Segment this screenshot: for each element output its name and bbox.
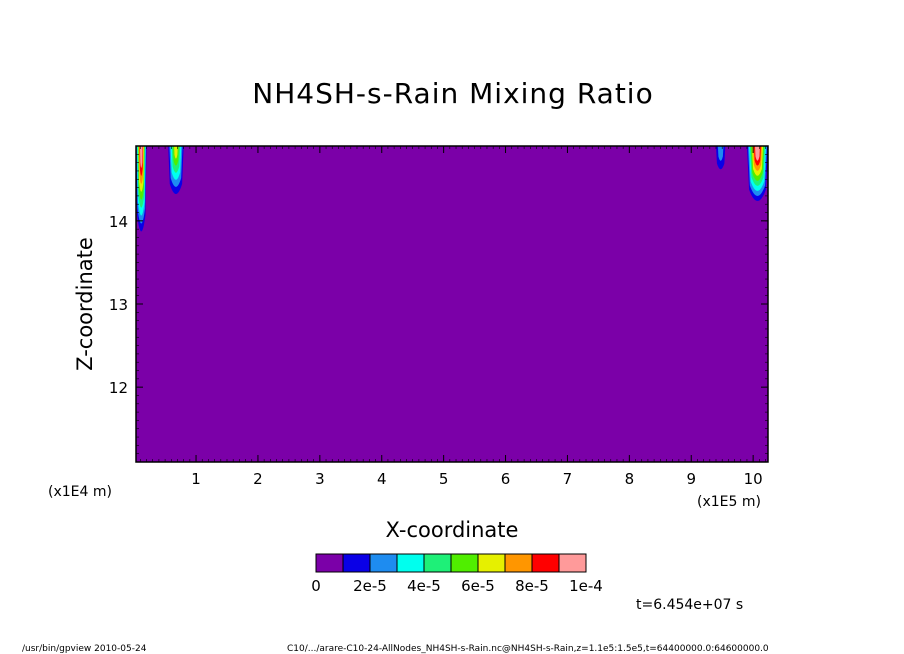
x-tick-label: 10 (744, 470, 763, 488)
y-tick-label: 13 (109, 296, 128, 314)
colorbar-swatch (342, 553, 371, 573)
contour-feature-0-level-10 (140, 146, 143, 160)
x-tick-labels: 1 2 3 4 5 6 7 8 9 10 (191, 470, 762, 488)
colorbar-swatch (423, 553, 452, 573)
x-axis-label: X-coordinate (386, 518, 519, 542)
x-unit-right: (x1E5 m) (697, 494, 761, 510)
x-tick-label: 8 (625, 470, 635, 488)
colorbar (315, 553, 587, 573)
x-tick-label: 1 (191, 470, 201, 488)
colorbar-label: 2e-5 (353, 577, 387, 595)
x-tick-label: 4 (377, 470, 387, 488)
colorbar-swatch (450, 553, 479, 573)
colorbar-label: 0 (311, 577, 321, 595)
data-features (136, 146, 768, 232)
colorbar-labels: 0 2e-5 4e-5 6e-5 8e-5 1e-4 (311, 577, 603, 595)
colorbar-label: 1e-4 (569, 577, 603, 595)
colorbar-swatch (558, 553, 587, 573)
colorbar-swatch (531, 553, 560, 573)
colorbar-label: 4e-5 (407, 577, 441, 595)
x-tick-label: 5 (439, 470, 449, 488)
footer-left: /usr/bin/gpview 2010-05-24 (22, 644, 147, 654)
x-tick-label: 7 (563, 470, 573, 488)
x-tick-label: 6 (501, 470, 511, 488)
plot-area-background (136, 146, 768, 462)
colorbar-label: 6e-5 (461, 577, 495, 595)
x-tick-label: 9 (686, 470, 696, 488)
colorbar-swatch (504, 553, 533, 573)
colorbar-swatch (396, 553, 425, 573)
x-tick-label: 3 (315, 470, 325, 488)
footer-right: C10/.../arare-C10-24-AllNodes_NH4SH-s-Ra… (287, 644, 769, 654)
colorbar-swatch (477, 553, 506, 573)
x-unit-left: (x1E4 m) (48, 484, 112, 500)
contour-feature-1-level-6 (174, 146, 178, 159)
colorbar-label: 8e-5 (515, 577, 549, 595)
y-tick-label: 12 (109, 379, 128, 397)
axis-ticks (136, 145, 768, 463)
contour-feature-3-level-10 (755, 146, 759, 156)
y-axis-label: Z-coordinate (73, 237, 97, 371)
chart-title: NH4SH-s-Rain Mixing Ratio (252, 77, 653, 110)
x-tick-label: 2 (253, 470, 263, 488)
colorbar-swatch (315, 553, 344, 573)
y-tick-labels: 12 13 14 (109, 213, 128, 397)
time-label: t=6.454e+07 s (636, 597, 743, 613)
colorbar-swatch (369, 553, 398, 573)
contour-feature-2-level-2 (717, 146, 724, 161)
y-tick-label: 14 (109, 213, 128, 231)
